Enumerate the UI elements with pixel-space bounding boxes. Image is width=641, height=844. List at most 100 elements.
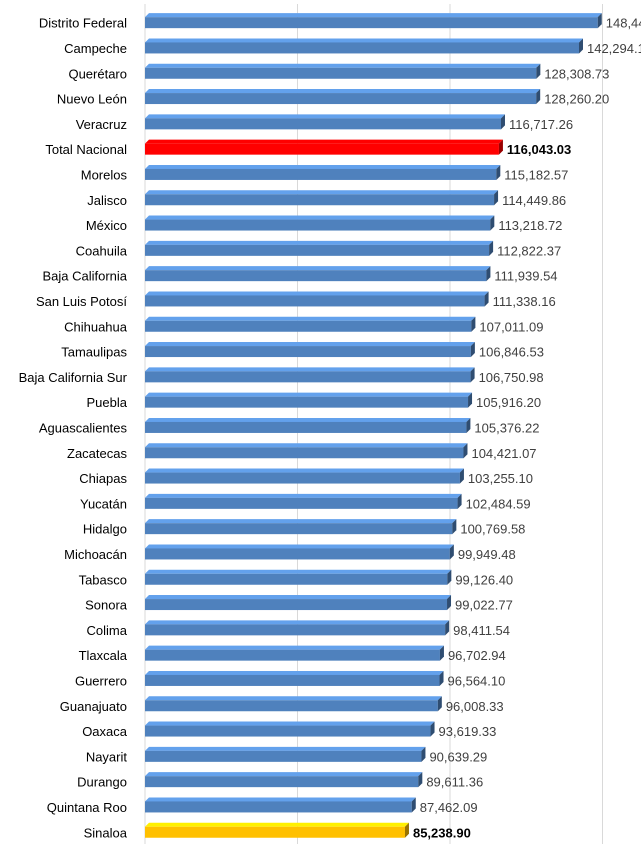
value-label-queretaro: 128,308.73 <box>544 66 609 81</box>
bar-front-face <box>145 548 450 560</box>
category-label-colima: Colima <box>87 623 128 638</box>
value-label-tlaxcala: 96,702.94 <box>448 648 506 663</box>
value-label-chiapas: 103,255.10 <box>468 471 533 486</box>
value-label-nuevo-leon: 128,260.20 <box>544 92 609 107</box>
value-label-veracruz: 116,717.26 <box>509 117 573 132</box>
bar-yucatan <box>145 493 462 509</box>
value-label-quintana-roo: 87,462.09 <box>420 800 478 815</box>
bar-top-face <box>145 772 423 777</box>
bar-aguascalientes <box>145 417 471 433</box>
bar-front-face <box>145 801 412 813</box>
bar-end-face <box>447 595 452 611</box>
bar-total-nacional <box>145 139 503 155</box>
bar-top-face <box>145 670 444 675</box>
bar-chihuahua <box>145 316 476 332</box>
bar-campeche <box>145 38 583 54</box>
value-label-sinaloa: 85,238.90 <box>413 825 471 840</box>
category-label-aguascalientes: Aguascalientes <box>39 420 128 435</box>
bar-end-face <box>466 417 471 433</box>
value-label-baja-california: 111,939.54 <box>494 269 557 284</box>
bar-end-face <box>463 443 468 459</box>
bar-zacatecas <box>145 443 468 459</box>
bar-end-face <box>486 266 491 282</box>
value-label-michoacan: 99,949.48 <box>458 547 516 562</box>
value-label-aguascalientes: 105,376.22 <box>474 420 539 435</box>
bar-san-luis-potosi <box>145 291 489 307</box>
bar-top-face <box>145 38 583 43</box>
category-label-baja-california: Baja California <box>42 269 127 284</box>
category-label-distrito-federal: Distrito Federal <box>39 16 127 31</box>
bar-end-face <box>597 13 602 29</box>
category-label-baja-california-sur: Baja California Sur <box>19 370 128 385</box>
category-label-veracruz: Veracruz <box>76 117 127 132</box>
bar-end-face <box>411 797 416 813</box>
bar-top-face <box>145 190 499 195</box>
bar-front-face <box>145 244 490 256</box>
bar-end-face <box>496 164 501 180</box>
bar-end-face <box>437 696 442 712</box>
bar-top-face <box>145 721 435 726</box>
bar-sonora <box>145 595 452 611</box>
bar-top-face <box>145 569 452 574</box>
bar-end-face <box>449 544 454 560</box>
bar-end-face <box>471 316 476 332</box>
bar-end-face <box>404 822 409 838</box>
bar-end-face <box>447 569 452 585</box>
bar-front-face <box>145 194 495 206</box>
bar-top-face <box>145 645 444 650</box>
category-label-queretaro: Querétaro <box>68 66 127 81</box>
bar-end-face <box>452 519 457 535</box>
bar-end-face <box>421 746 426 762</box>
bar-front-face <box>145 599 448 611</box>
value-label-tabasco: 99,126.40 <box>455 572 513 587</box>
bar-tlaxcala <box>145 645 444 661</box>
value-labels: 148,446.93 142,294.17 128,308.73 128,260.20… <box>413 16 641 841</box>
bar-end-face <box>459 468 464 484</box>
bar-top-face <box>145 316 476 321</box>
bar-end-face <box>489 240 494 256</box>
bar-nayarit <box>145 746 426 762</box>
bar-front-face <box>145 295 485 307</box>
bar-front-face <box>145 219 491 231</box>
bar-top-face <box>145 215 495 220</box>
bar-front-face <box>145 168 497 180</box>
category-label-michoacan: Michoacán <box>64 547 127 562</box>
bar-coahuila <box>145 240 494 256</box>
category-label-guerrero: Guerrero <box>75 673 127 688</box>
bar-guanajuato <box>145 696 442 712</box>
bar-top-face <box>145 696 442 701</box>
category-label-yucatan: Yucatán <box>80 496 127 511</box>
bar-top-face <box>145 240 494 245</box>
category-label-mexico: México <box>86 218 127 233</box>
category-label-nayarit: Nayarit <box>86 749 128 764</box>
bar-end-face <box>494 190 499 206</box>
bar-front-face <box>145 776 419 788</box>
bar-oaxaca <box>145 721 435 737</box>
bar-front-face <box>145 42 579 54</box>
bar-baja-california-sur <box>145 367 475 383</box>
bar-queretaro <box>145 63 541 79</box>
bar-end-face <box>484 291 489 307</box>
bar-top-face <box>145 443 468 448</box>
category-label-campeche: Campeche <box>64 41 127 56</box>
bar-front-face <box>145 270 487 282</box>
bar-front-face <box>145 447 464 459</box>
bar-end-face <box>470 367 475 383</box>
value-label-tamaulipas: 106,846.53 <box>479 345 544 360</box>
bar-front-face <box>145 17 598 29</box>
bar-end-face <box>536 89 541 105</box>
category-label-hidalgo: Hidalgo <box>83 522 127 537</box>
category-label-coahuila: Coahuila <box>76 243 128 258</box>
bar-front-face <box>145 624 446 636</box>
bar-end-face <box>500 114 505 130</box>
bar-top-face <box>145 89 541 94</box>
bar-durango <box>145 772 423 788</box>
bar-front-face <box>145 472 460 484</box>
bar-puebla <box>145 392 473 408</box>
bar-top-face <box>145 417 471 422</box>
bar-top-face <box>145 746 426 751</box>
value-label-distrito-federal: 148,446.93 <box>606 16 641 31</box>
category-label-sonora: Sonora <box>85 598 128 613</box>
category-label-durango: Durango <box>77 775 127 790</box>
